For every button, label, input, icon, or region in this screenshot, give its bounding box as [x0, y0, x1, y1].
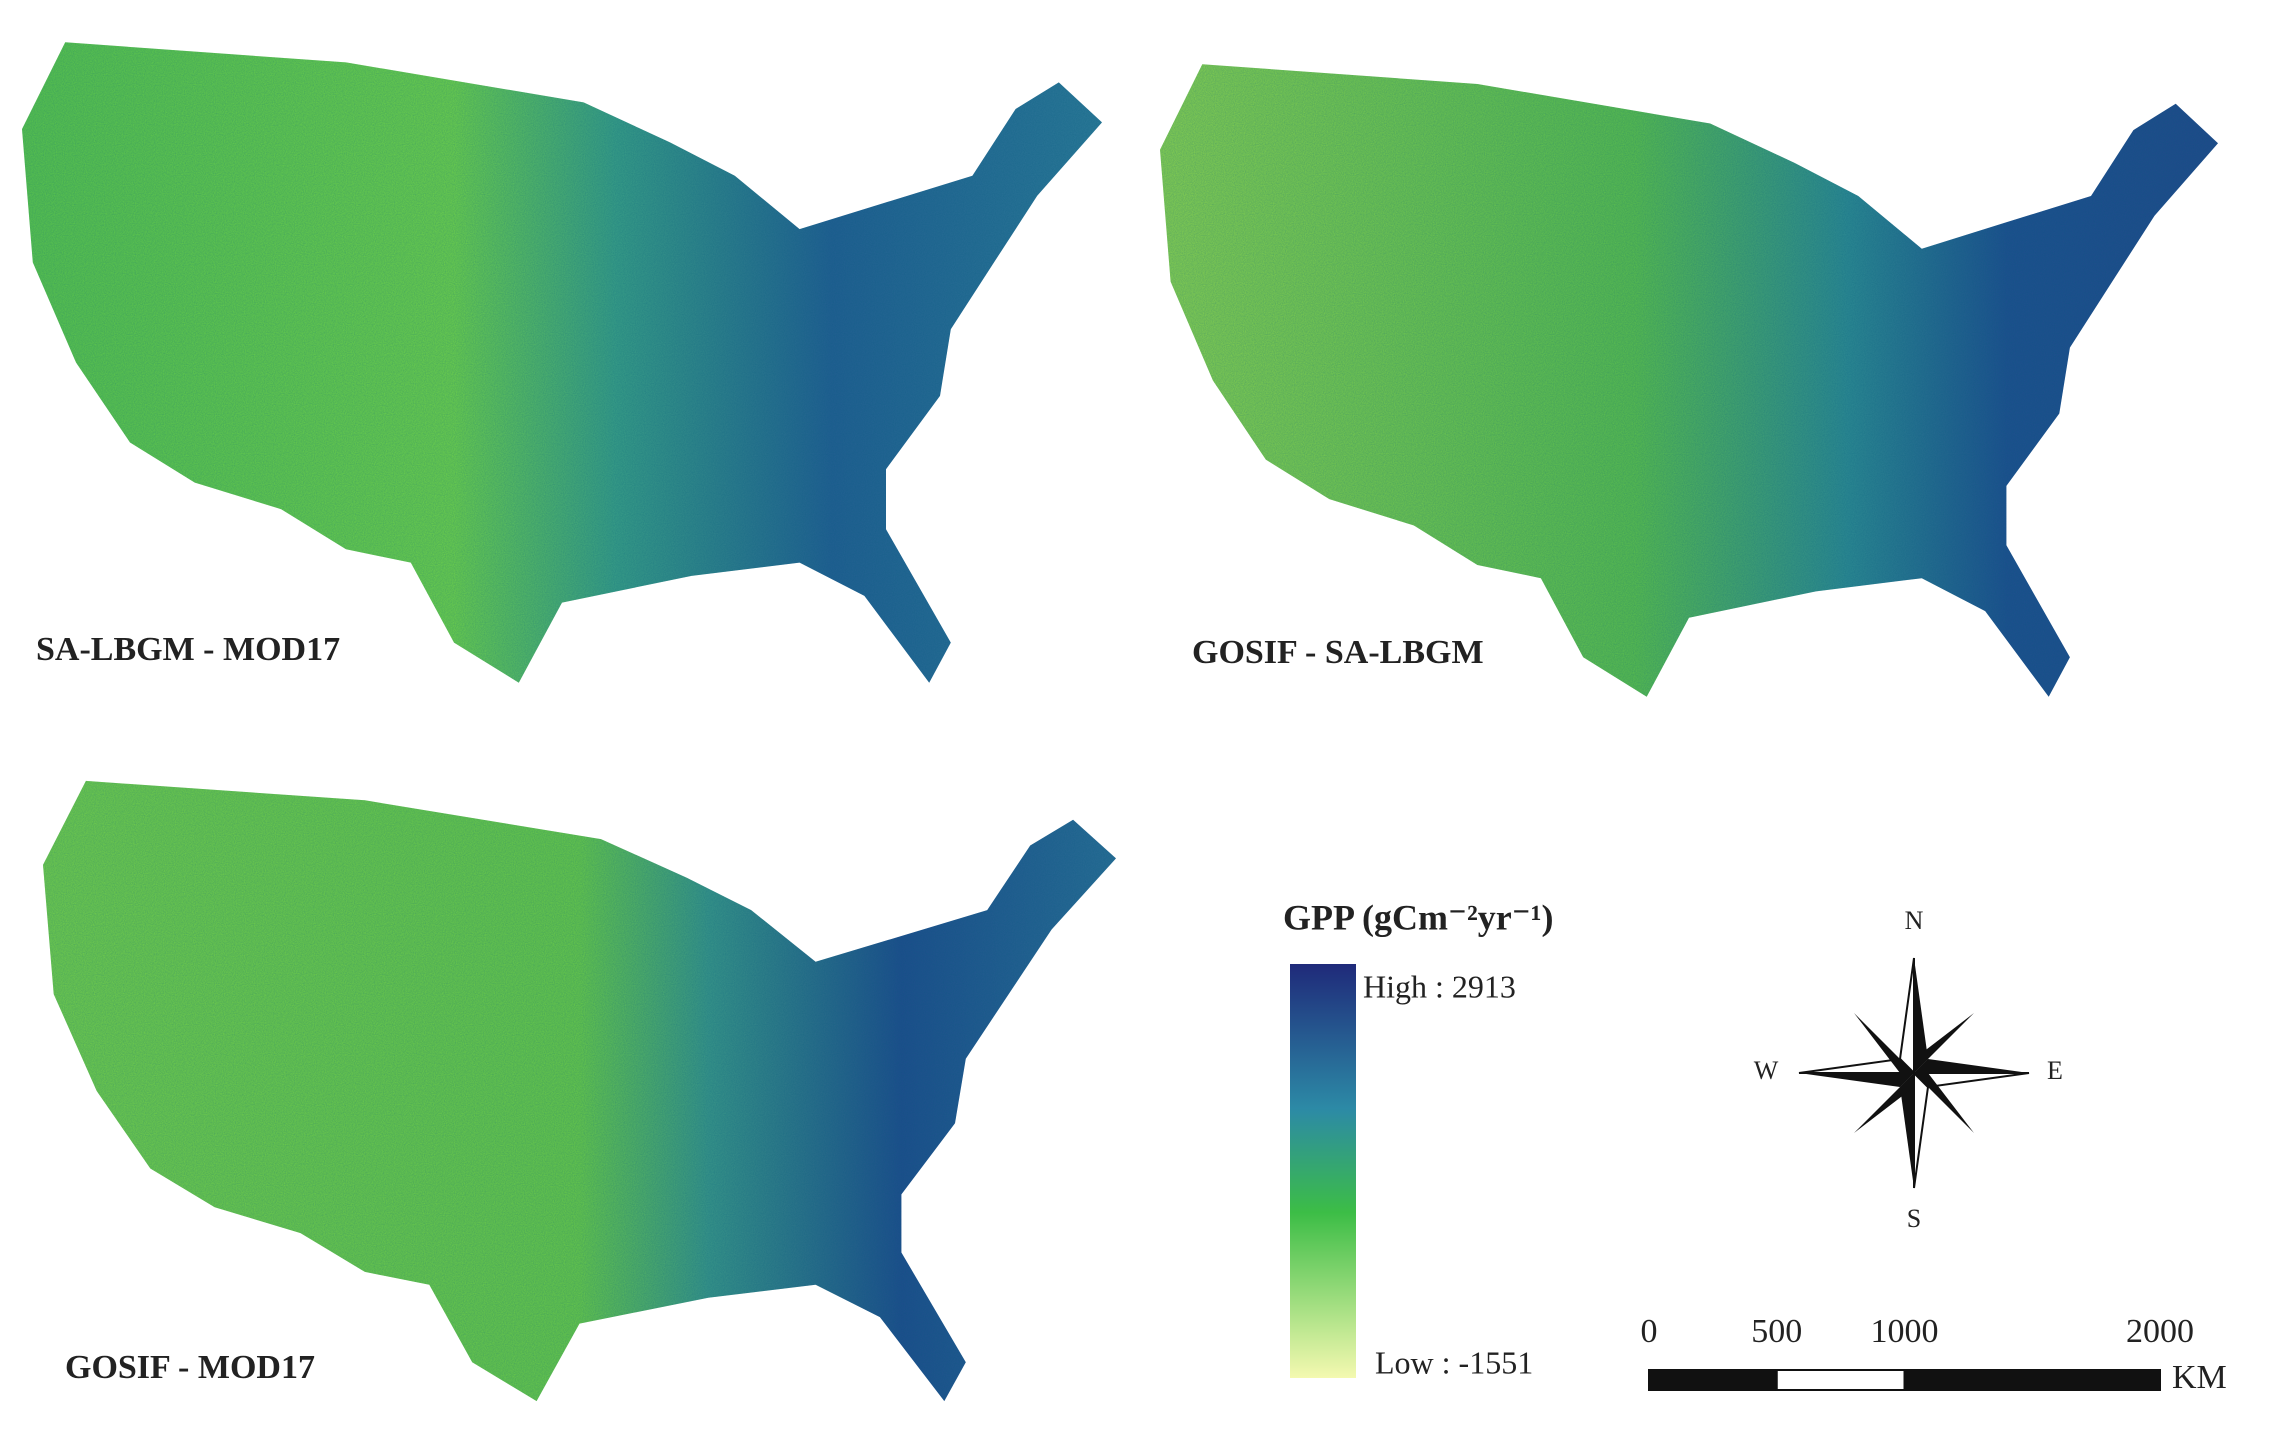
scale-unit: KM — [2172, 1359, 2227, 1396]
compass-n: N — [1905, 906, 1924, 935]
scale-segment — [1903, 1369, 2161, 1391]
compass-w: W — [1754, 1056, 1779, 1085]
color-bar — [1290, 964, 1356, 1378]
map-label: GOSIF - SA-LBGM — [1192, 634, 1484, 671]
map-texture — [1160, 64, 2218, 697]
scale-tick-label: 1000 — [1871, 1313, 1939, 1350]
map-texture — [43, 780, 1116, 1402]
legend-high: High : 2913 — [1363, 968, 1516, 1004]
scale-segment — [1775, 1369, 1906, 1391]
compass-s: S — [1907, 1204, 1921, 1233]
scale-tick-label: 500 — [1751, 1313, 1802, 1350]
scale-tick-label: 0 — [1641, 1313, 1658, 1350]
map-texture — [22, 42, 1102, 683]
legend-title: GPP (gCm⁻²yr⁻¹) — [1283, 897, 1554, 937]
scale-bar: 0 500 1000 2000 KM — [1641, 1313, 2227, 1396]
maps: SA-LBGM - MOD17 GOSIF - SA-LBGM GOSIF - MO… — [22, 42, 2218, 1402]
compass-e: E — [2047, 1056, 2063, 1085]
legend-low: Low : -1551 — [1375, 1344, 1533, 1380]
scale-segment — [1648, 1369, 1778, 1391]
scale-tick-label: 2000 — [2126, 1313, 2194, 1350]
map-label: GOSIF - MOD17 — [65, 1349, 315, 1386]
compass: N S W E — [1754, 906, 2063, 1233]
map-label: SA-LBGM - MOD17 — [36, 631, 340, 668]
